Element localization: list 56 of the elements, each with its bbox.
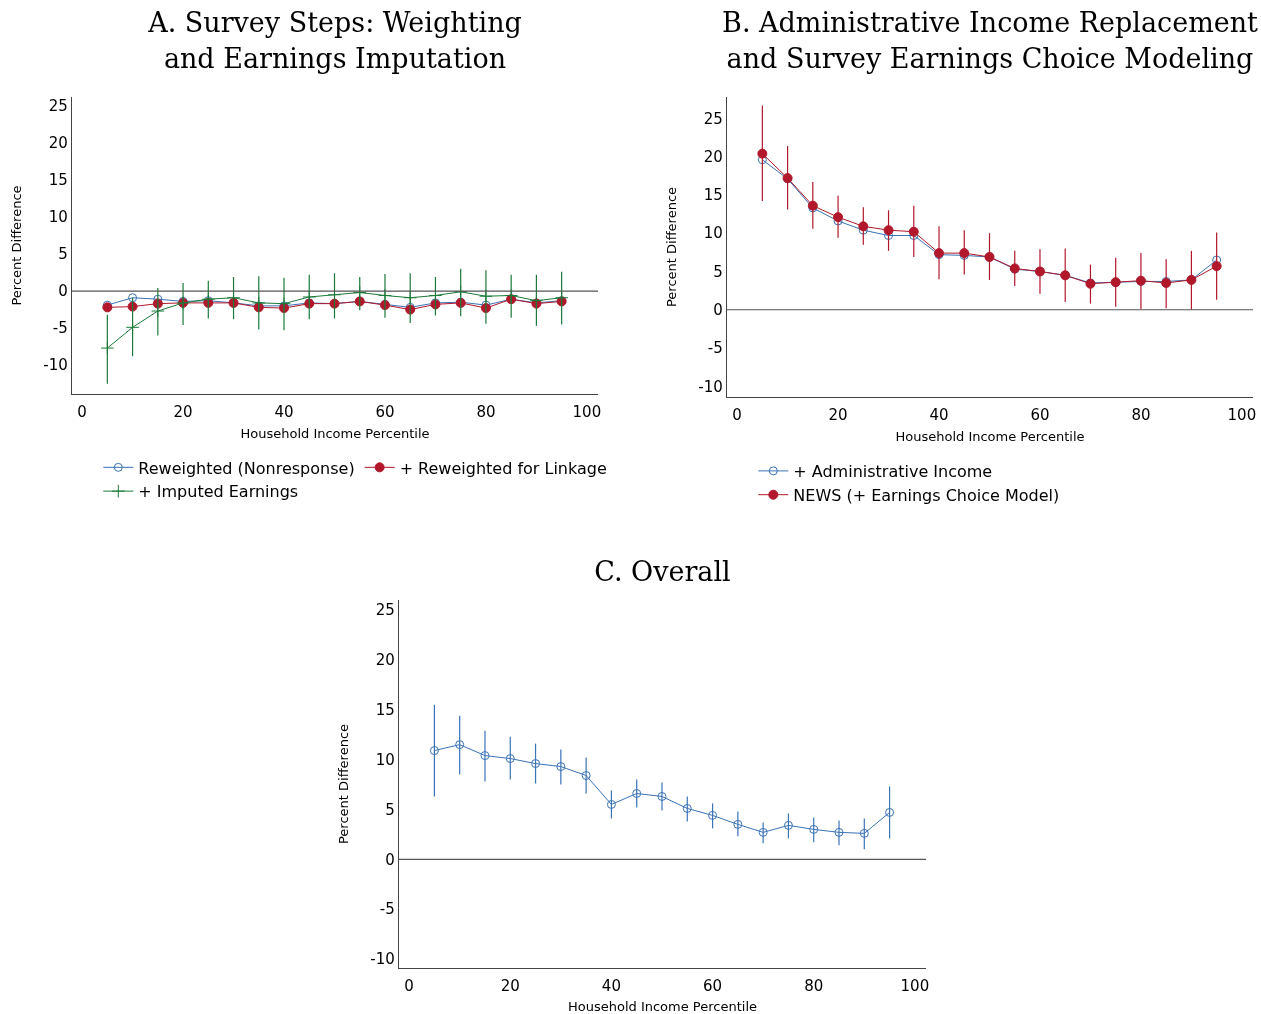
x-tick-label: 60 [375,403,395,422]
x-tick-label: 100 [572,403,602,422]
y-tick-label: 0 [385,850,395,869]
y-tick-label: 25 [48,97,68,116]
y-tick-label: -5 [379,900,395,919]
y-tick-label: 15 [48,171,68,190]
chart-title: C. Overall [594,556,731,588]
y-tick-label: 0 [58,282,68,301]
x-tick-label: 80 [476,403,496,422]
y-tick-label: -5 [707,339,723,358]
y-tick-label: 5 [58,245,68,264]
y-tick-label: 25 [375,601,395,620]
y-axis-title: Percent Difference [664,186,680,308]
legend-label: + Administrative Income [793,462,993,482]
y-axis-title: Percent Difference [9,185,25,306]
x-tick-label: 60 [1030,406,1050,425]
y-tick-label: 0 [713,301,723,320]
x-tick-label: 80 [804,977,824,996]
chart-title: B. Administrative Income Replacement and Survey Earnings Choice Modeling [722,7,1259,74]
legend-label: NEWS (+ Earnings Choice Model) [793,485,1060,505]
x-tick-label: 60 [703,977,723,996]
y-axis-title: Percent Difference [336,723,352,845]
y-tick-label: 10 [48,208,68,227]
x-tick-label: 20 [173,403,193,422]
y-tick-label: 15 [703,186,723,205]
legend-label: + Reweighted for Linkage [399,458,607,478]
chart-title: A. Survey Steps: Weighting and Earnings Imputation [147,7,522,74]
y-tick-label: 5 [713,262,723,281]
x-tick-label: 0 [77,403,87,422]
x-axis-title: Household Income Percentile [895,428,1085,444]
legend-label: Reweighted (Nonresponse) [138,458,355,478]
y-tick-label: -10 [370,950,395,969]
x-tick-label: 0 [404,977,414,996]
y-tick-label: 20 [48,134,68,153]
x-axis-title: Household Income Percentile [240,425,430,441]
x-tick-label: 0 [732,406,742,425]
legend-label: + Imputed Earnings [138,482,299,502]
y-tick-label: 20 [375,651,395,670]
y-tick-label: -10 [43,356,68,375]
y-tick-label: -10 [698,377,723,396]
y-tick-label: 20 [703,147,723,166]
y-tick-label: 10 [375,750,395,769]
x-tick-label: 40 [929,406,949,425]
x-tick-label: 20 [500,977,520,996]
x-tick-label: 40 [274,403,294,422]
y-tick-label: 10 [703,224,723,243]
x-tick-label: 40 [601,977,621,996]
x-tick-label: 100 [900,977,930,996]
x-tick-label: 80 [1131,406,1151,425]
y-tick-label: 5 [385,800,395,819]
x-tick-label: 20 [828,406,848,425]
y-tick-label: 15 [375,700,395,719]
y-tick-label: -5 [52,319,68,338]
x-tick-label: 100 [1227,406,1257,425]
x-axis-title: Household Income Percentile [567,999,758,1014]
y-tick-label: 25 [703,109,723,128]
